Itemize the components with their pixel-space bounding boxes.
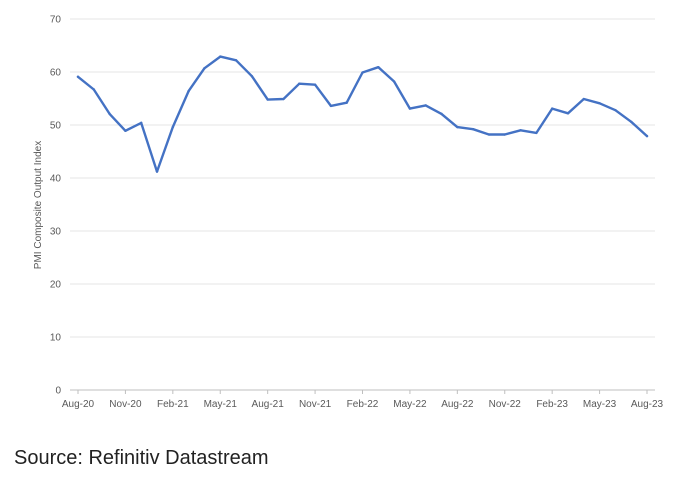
data-point [203, 67, 206, 70]
data-point [250, 75, 254, 78]
y-tick-label: 20 [50, 280, 62, 291]
data-point [471, 128, 475, 131]
data-point [92, 88, 96, 91]
x-tick-label: Nov-21 [299, 399, 332, 410]
data-point [377, 66, 380, 69]
y-tick-label: 70 [50, 15, 62, 26]
data-point [456, 125, 459, 129]
x-tick-label: May-23 [583, 399, 617, 410]
data-point [582, 97, 585, 101]
data-point [155, 170, 159, 173]
data-point [234, 59, 238, 62]
data-point [392, 80, 396, 83]
x-tick-label: Feb-21 [157, 399, 189, 410]
x-tick-label: Feb-23 [536, 399, 568, 410]
data-point [598, 102, 601, 105]
y-axis-label: PMI Composite Output Index [33, 141, 44, 269]
y-tick-label: 30 [50, 227, 62, 238]
x-tick-label: Aug-22 [441, 399, 474, 410]
source-note: Source: Refinitiv Datastream [14, 447, 269, 469]
data-point [361, 71, 364, 74]
x-axis-ticks: Aug-20 Nov-20 Feb-21 May-21 Aug-21 Nov-21 Feb-… [62, 390, 664, 410]
data-point [282, 97, 285, 101]
x-tick-label: Nov-22 [489, 399, 522, 410]
data-point [345, 101, 348, 104]
gridlines [70, 18, 655, 391]
y-tick-label: 10 [50, 333, 62, 344]
x-tick-label: May-22 [393, 399, 427, 410]
data-point [108, 112, 111, 116]
chart: 0 10 20 30 40 50 60 70 Aug-20 Nov-20 Feb-21 May-21… [33, 15, 664, 411]
data-point [140, 121, 143, 125]
data-point [313, 83, 317, 86]
y-axis-ticks: 0 10 20 30 40 50 60 70 [50, 15, 62, 397]
x-tick-label: Feb-22 [347, 399, 379, 410]
data-point [629, 120, 633, 124]
data-point [187, 89, 190, 93]
x-tick-label: Aug-20 [62, 399, 95, 410]
data-point [124, 129, 127, 133]
data-point [487, 133, 491, 136]
y-tick-label: 40 [50, 174, 62, 185]
x-tick-label: Nov-20 [109, 399, 142, 410]
data-point [566, 112, 570, 115]
data-point [550, 107, 554, 110]
data-point [503, 133, 506, 136]
y-tick-label: 60 [50, 68, 62, 79]
data-point [645, 134, 649, 138]
data-point [298, 82, 301, 85]
data-point [408, 107, 412, 110]
data-point [535, 131, 538, 135]
x-tick-label: Aug-21 [252, 399, 285, 410]
data-point [219, 55, 222, 58]
data-point [440, 112, 443, 116]
x-tick-label: Aug-23 [631, 399, 664, 410]
data-point [424, 104, 427, 107]
y-tick-label: 50 [50, 121, 62, 132]
data-point [171, 125, 175, 129]
data-point [76, 75, 80, 78]
series-group [76, 55, 649, 173]
series-line-0 [76, 55, 649, 173]
x-tick-label: May-21 [204, 399, 238, 410]
data-point [266, 98, 269, 101]
data-point [614, 108, 617, 112]
data-point [329, 104, 333, 108]
y-tick-label: 0 [55, 386, 61, 397]
data-point [519, 129, 522, 132]
